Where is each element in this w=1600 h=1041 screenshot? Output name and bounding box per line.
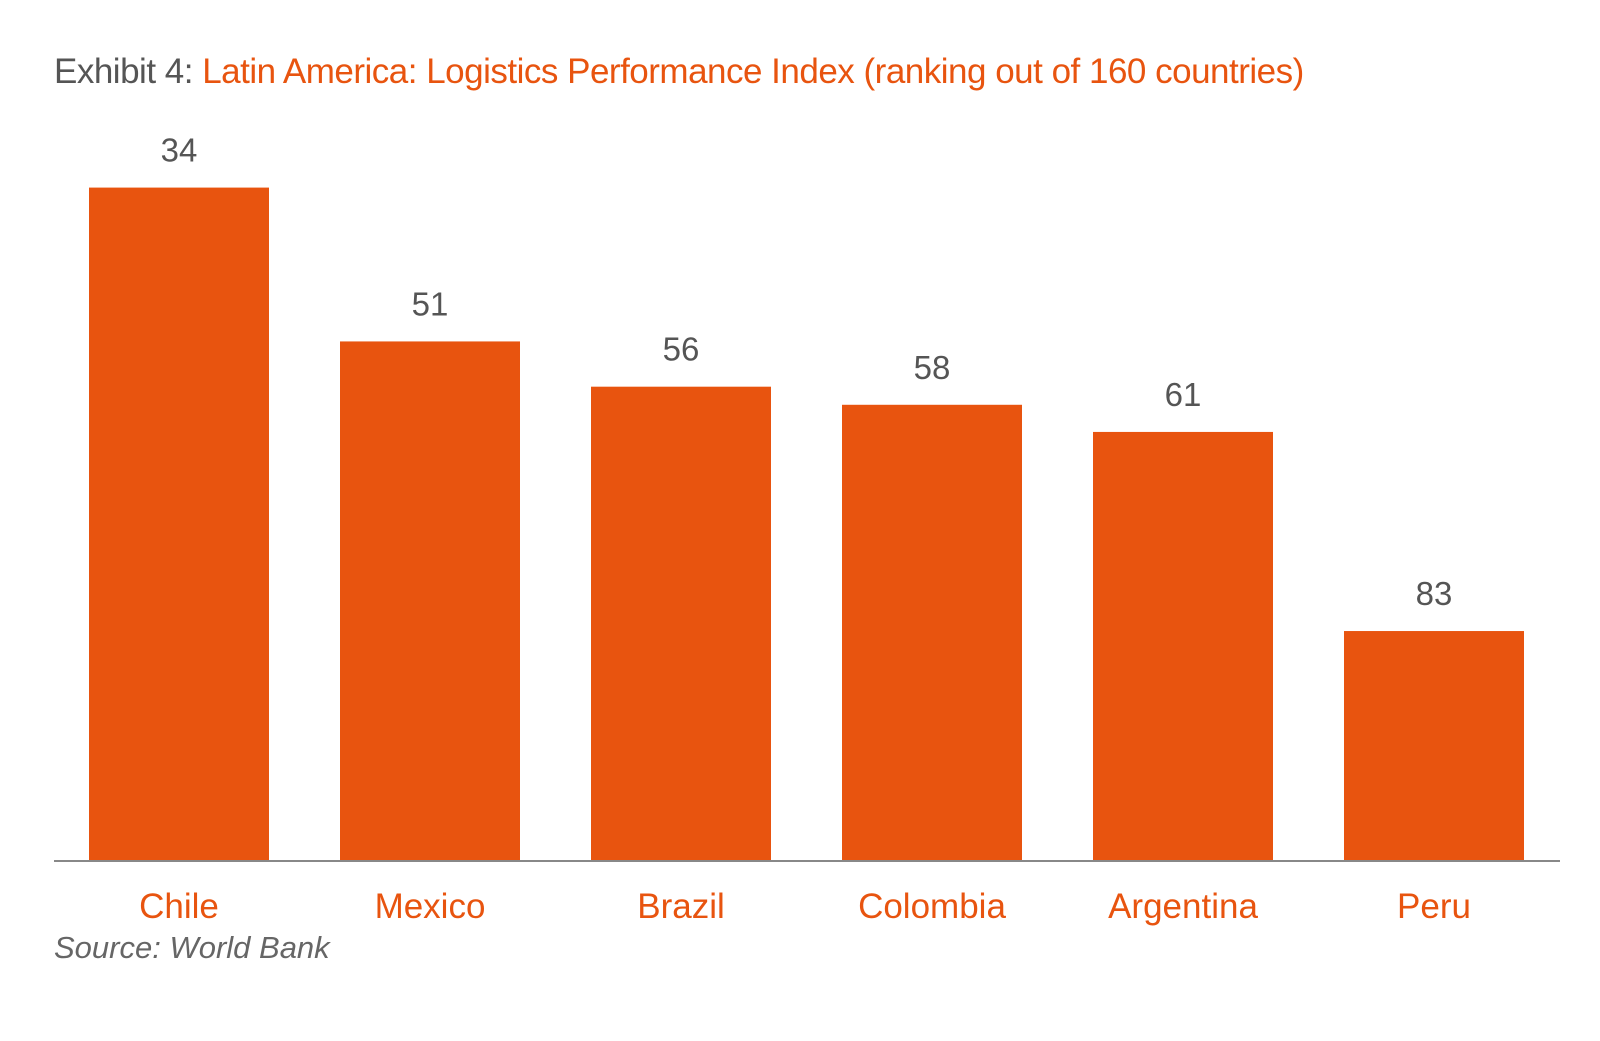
bar-peru [1344,631,1524,860]
category-label-peru: Peru [1397,887,1471,926]
category-label-chile: Chile [139,887,219,926]
data-label-colombia: 58 [914,349,951,386]
bar-colombia [842,404,1022,860]
category-label-brazil: Brazil [637,887,725,926]
category-label-argentina: Argentina [1108,887,1258,926]
data-label-mexico: 51 [412,285,449,322]
category-label-colombia: Colombia [858,887,1006,926]
chart-title: Exhibit 4: Latin America: Logistics Perf… [54,52,1304,92]
bar-chile [89,187,269,860]
chart-title-prefix: Exhibit 4: [54,52,193,91]
data-label-chile: 34 [161,132,198,169]
data-label-peru: 83 [1416,575,1453,612]
category-label-mexico: Mexico [375,887,486,926]
data-label-brazil: 56 [663,331,700,368]
bar-argentina [1093,431,1273,860]
chart-source: Source: World Bank [54,930,330,965]
bar-mexico [340,341,520,860]
data-label-argentina: 61 [1165,376,1202,413]
chart-title-text: Latin America: Logistics Performance Ind… [202,52,1304,91]
bar-brazil [591,386,771,860]
